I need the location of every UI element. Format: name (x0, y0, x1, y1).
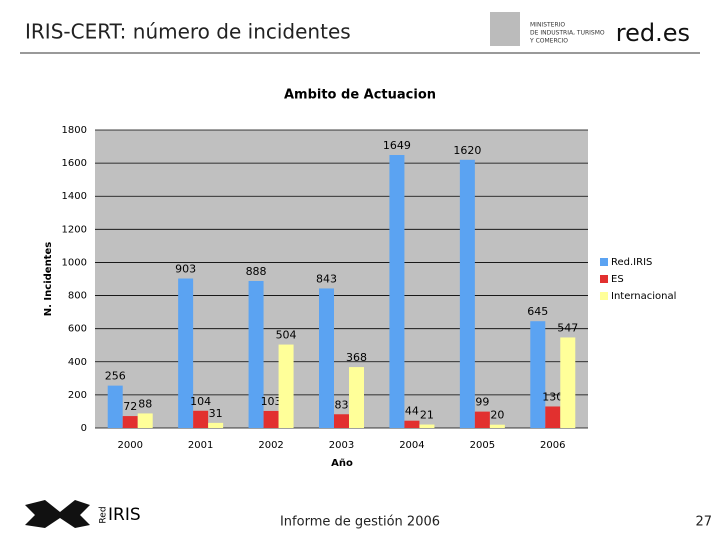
data-label: 843 (316, 272, 337, 285)
data-label: 1649 (383, 139, 411, 152)
slide-title: IRIS-CERT: número de incidentes (25, 20, 351, 44)
data-label: 368 (346, 351, 367, 364)
data-label: 21 (420, 409, 434, 422)
bar (489, 424, 505, 428)
x-tick-label: 2003 (329, 440, 354, 451)
x-axis-label: Año (331, 458, 353, 469)
data-label: 88 (138, 397, 152, 410)
y-tick-label: 1000 (62, 257, 87, 268)
x-tick-label: 2005 (470, 440, 495, 451)
logo-shape (25, 500, 90, 528)
coat-of-arms (490, 12, 520, 46)
data-label: 20 (490, 409, 504, 422)
plot: 0 200 400 600 800 1000 1200 1400 1600 1800 2000 256… (62, 125, 677, 451)
bar (530, 321, 546, 428)
brand-logo: red.es (616, 19, 690, 47)
bar (474, 411, 490, 428)
data-label: 645 (527, 305, 548, 318)
bar (137, 413, 153, 428)
bar (248, 280, 264, 428)
bar (107, 385, 123, 428)
bar (263, 410, 279, 428)
y-tick-label: 800 (68, 291, 87, 302)
data-label: 72 (123, 400, 137, 413)
data-label: 103 (261, 395, 282, 408)
bar (560, 337, 576, 428)
plot-area (95, 130, 588, 428)
y-tick-label: 1400 (62, 191, 87, 202)
bar (319, 288, 334, 428)
y-axis-label: N. Incidentes (43, 242, 54, 316)
x-tick-label: 2000 (117, 440, 142, 451)
legend-swatch (600, 292, 608, 300)
bar (545, 406, 561, 428)
data-label: 547 (557, 321, 578, 334)
bar (122, 416, 138, 428)
bar (459, 159, 475, 429)
ministry-line: MINISTERIO (530, 22, 565, 29)
bar (334, 414, 349, 428)
chart-title: Ambito de Actuacion (284, 88, 436, 103)
legend-label: Internacional (611, 291, 676, 302)
legend-swatch (600, 258, 608, 266)
y-tick-label: 1600 (62, 158, 87, 169)
y-tick-label: 400 (68, 357, 87, 368)
data-label: 1620 (453, 144, 481, 157)
x-tick-label: 2006 (540, 440, 565, 451)
data-label: 130 (542, 390, 563, 403)
y-tick-label: 200 (68, 390, 87, 401)
logo-text: Red (99, 506, 109, 523)
data-label: 31 (209, 407, 223, 420)
x-tick-label: 2002 (258, 440, 283, 451)
ministry-line: Y COMERCIO (529, 38, 568, 45)
bar (193, 410, 209, 428)
logo-text: IRIS (108, 505, 141, 525)
x-tick-label: 2004 (399, 440, 424, 451)
bar (404, 420, 420, 428)
bar (419, 424, 435, 428)
data-label: 44 (405, 405, 419, 418)
data-label: 903 (175, 263, 196, 276)
legend-swatch (600, 275, 608, 283)
bar (278, 344, 294, 428)
data-label: 104 (190, 395, 211, 408)
data-label: 99 (475, 396, 489, 409)
bar (208, 422, 224, 428)
bar (389, 154, 405, 428)
data-label: 888 (246, 265, 267, 278)
y-tick-label: 600 (68, 324, 87, 335)
legend-label: ES (611, 274, 624, 285)
footer-logo: Red IRIS (25, 500, 141, 528)
legend-label: Red.IRIS (611, 257, 652, 268)
y-tick-label: 1200 (62, 224, 87, 235)
data-label: 504 (276, 329, 297, 342)
data-label: 83 (335, 398, 349, 411)
y-tick-label: 1800 (62, 125, 87, 136)
ministry-line: DE INDUSTRIA, TURISMO (530, 30, 605, 37)
data-label: 256 (105, 370, 126, 383)
x-tick-label: 2001 (188, 440, 213, 451)
page-number: 27 (695, 515, 712, 530)
bar (349, 367, 364, 428)
bar (178, 278, 194, 428)
y-tick-label: 0 (81, 423, 87, 434)
footer-text: Informe de gestión 2006 (280, 515, 440, 530)
